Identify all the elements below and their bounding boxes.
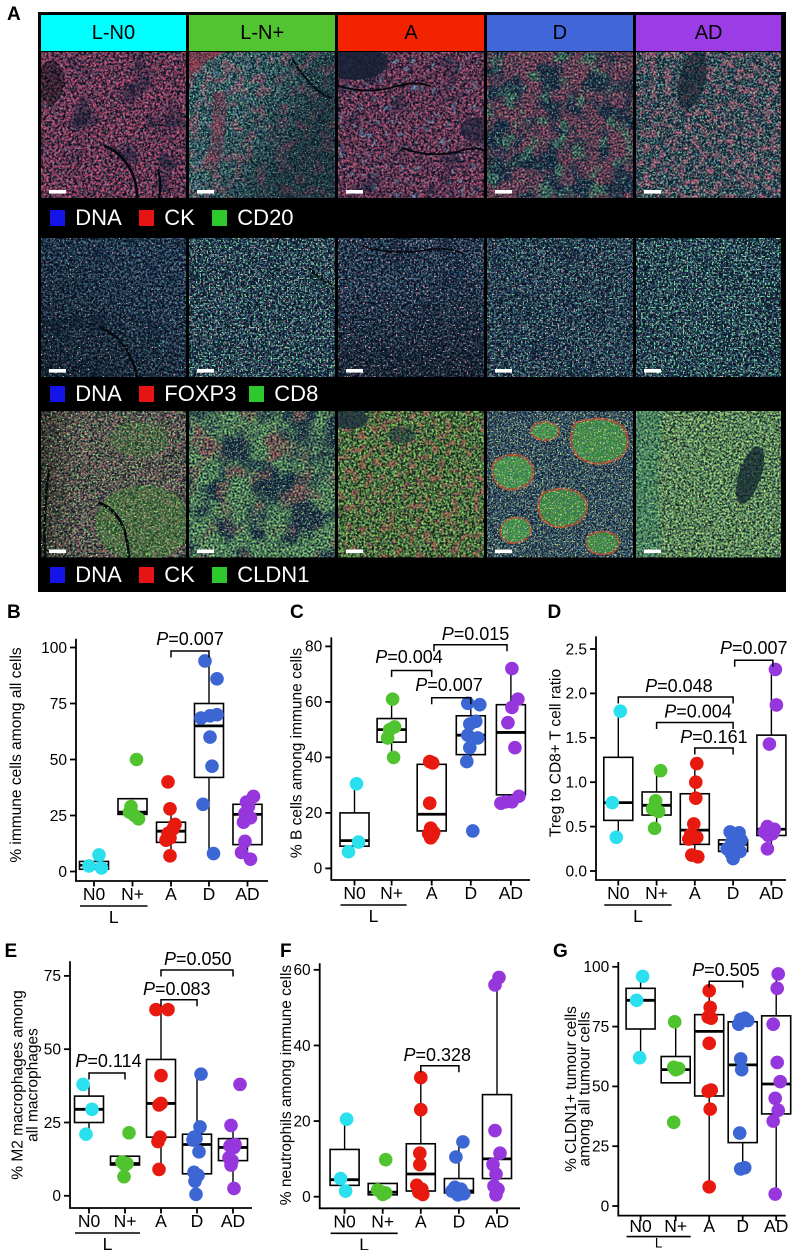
svg-text:50: 50	[50, 752, 68, 769]
svg-text:D: D	[727, 883, 740, 903]
svg-text:P=0.161: P=0.161	[680, 727, 748, 747]
svg-text:% B cells among immune cells: % B cells among immune cells	[289, 648, 306, 858]
svg-text:D: D	[203, 884, 216, 904]
svg-text:75: 75	[592, 1019, 609, 1036]
svg-text:0: 0	[601, 1198, 610, 1215]
svg-text:% immune cells among all cells: % immune cells among all cells	[8, 647, 25, 863]
svg-text:L: L	[369, 906, 379, 926]
svg-text:D: D	[453, 1211, 466, 1231]
svg-text:N+: N+	[121, 884, 144, 904]
svg-text:N+: N+	[645, 883, 668, 903]
svg-text:25: 25	[50, 808, 67, 825]
svg-text:P=0.114: P=0.114	[75, 1051, 141, 1071]
svg-text:25: 25	[592, 1139, 609, 1156]
svg-text:AD: AD	[759, 883, 783, 903]
svg-text:N0: N0	[333, 1211, 356, 1231]
svg-text:all macrophages: all macrophages	[25, 1028, 42, 1142]
svg-text:L: L	[633, 906, 643, 926]
svg-text:L: L	[109, 907, 119, 927]
svg-text:N0: N0	[629, 1216, 652, 1236]
svg-text:N+: N+	[380, 883, 403, 903]
svg-text:75: 75	[44, 968, 61, 985]
svg-text:P=0.007: P=0.007	[720, 638, 788, 658]
svg-text:AD: AD	[764, 1216, 788, 1236]
svg-text:% M2 macrophages among: % M2 macrophages among	[10, 990, 27, 1180]
svg-text:0.0: 0.0	[565, 863, 587, 880]
svg-text:% neutrophils among immune cel: % neutrophils among immune cells	[280, 965, 295, 1206]
svg-text:0: 0	[58, 864, 67, 881]
svg-text:D: D	[191, 1211, 204, 1231]
svg-text:P=0.015: P=0.015	[442, 624, 510, 644]
svg-text:1.5: 1.5	[565, 730, 587, 747]
svg-text:60: 60	[305, 694, 323, 711]
svg-text:0: 0	[314, 861, 323, 878]
svg-text:AD: AD	[485, 1211, 509, 1231]
svg-text:40: 40	[293, 1038, 311, 1055]
svg-text:25: 25	[44, 1115, 61, 1132]
svg-text:40: 40	[305, 750, 323, 767]
svg-text:A: A	[415, 1211, 427, 1231]
svg-text:P=0.048: P=0.048	[645, 676, 713, 696]
svg-text:P=0.505: P=0.505	[692, 960, 760, 980]
svg-text:100: 100	[41, 640, 67, 657]
svg-text:L: L	[359, 1234, 369, 1250]
svg-text:A: A	[703, 1216, 715, 1236]
svg-text:L: L	[103, 1234, 113, 1250]
svg-text:P=0.050: P=0.050	[164, 949, 232, 969]
svg-text:2.5: 2.5	[565, 641, 587, 658]
svg-text:N0: N0	[343, 883, 366, 903]
svg-text:80: 80	[305, 639, 323, 656]
svg-text:% CLDN1+ tumour cells: % CLDN1+ tumour cells	[563, 1006, 580, 1172]
svg-text:20: 20	[305, 805, 323, 822]
svg-text:D: D	[464, 883, 477, 903]
svg-text:A: A	[426, 883, 438, 903]
svg-text:P=0.004: P=0.004	[375, 647, 443, 667]
svg-text:P=0.004: P=0.004	[664, 702, 732, 722]
svg-text:D: D	[736, 1216, 749, 1236]
svg-text:A: A	[155, 1211, 167, 1231]
svg-text:AD: AD	[499, 883, 523, 903]
svg-text:20: 20	[293, 1113, 311, 1130]
svg-text:N0: N0	[83, 884, 106, 904]
svg-text:1.0: 1.0	[565, 775, 587, 792]
svg-text:A: A	[689, 883, 701, 903]
svg-text:50: 50	[592, 1079, 610, 1096]
svg-text:2.0: 2.0	[565, 686, 587, 703]
svg-text:P=0.083: P=0.083	[143, 979, 211, 999]
svg-text:N+: N+	[371, 1211, 394, 1231]
svg-text:P=0.007: P=0.007	[156, 629, 224, 649]
svg-text:0: 0	[52, 1188, 61, 1205]
svg-text:Treg to CD8+ T cell ratio: Treg to CD8+ T cell ratio	[548, 669, 565, 837]
svg-text:AD: AD	[221, 1211, 245, 1231]
svg-text:N+: N+	[114, 1211, 137, 1231]
svg-text:AD: AD	[235, 884, 259, 904]
svg-text:100: 100	[583, 959, 609, 976]
svg-text:0: 0	[302, 1189, 311, 1206]
svg-text:50: 50	[44, 1042, 62, 1059]
svg-text:A: A	[165, 884, 177, 904]
svg-text:N0: N0	[78, 1211, 101, 1231]
svg-text:among all tumour cells: among all tumour cells	[577, 1011, 594, 1166]
svg-text:N+: N+	[664, 1216, 687, 1236]
svg-text:75: 75	[50, 696, 67, 713]
svg-text:L: L	[655, 1236, 663, 1250]
svg-text:0.5: 0.5	[565, 819, 587, 836]
svg-text:N0: N0	[607, 883, 630, 903]
svg-text:P=0.328: P=0.328	[404, 1045, 472, 1065]
svg-text:60: 60	[293, 962, 311, 979]
svg-text:P=0.007: P=0.007	[415, 675, 483, 695]
